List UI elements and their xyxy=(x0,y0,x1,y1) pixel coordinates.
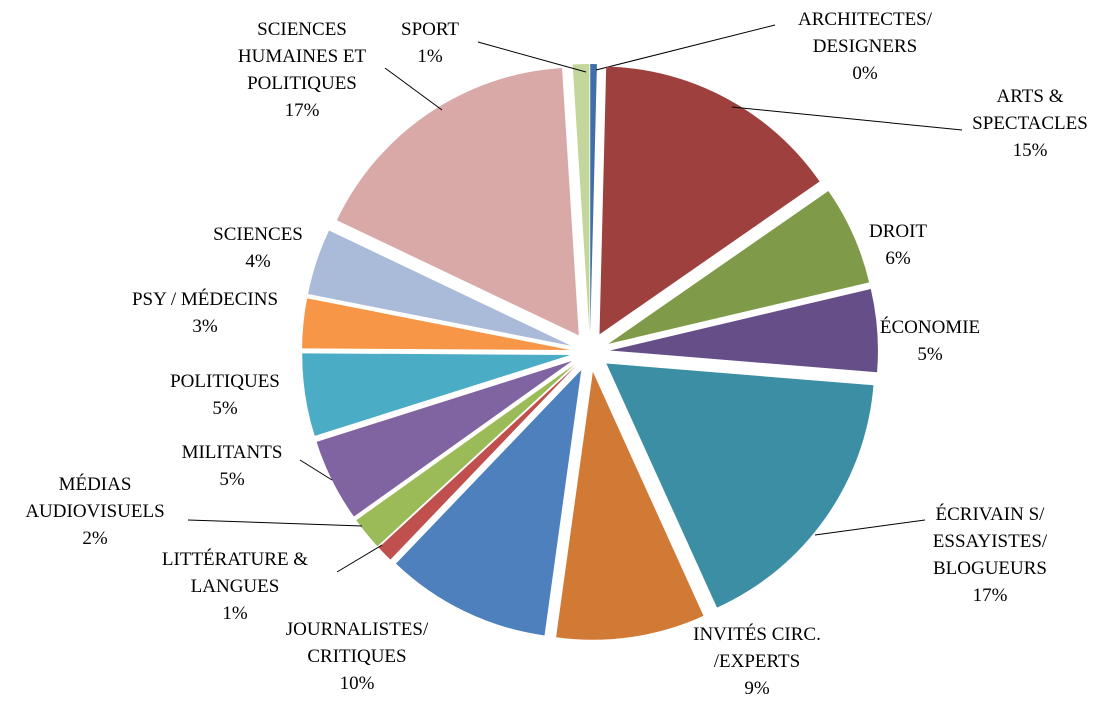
label-line: DROIT xyxy=(869,221,927,242)
label-line: ÉCONOMIE xyxy=(880,316,980,338)
slice-label: INVITÉS CIRC. /EXPERTS 9% xyxy=(693,623,821,699)
label-line: /EXPERTS xyxy=(714,651,800,672)
value-label: 5% xyxy=(212,398,238,419)
pie-slice xyxy=(606,363,874,608)
pie-slice xyxy=(302,353,571,436)
pie-slice xyxy=(590,64,597,333)
pie-slice xyxy=(395,370,582,636)
value-label: 6% xyxy=(885,248,911,269)
slice-label: SCIENCES 4% xyxy=(213,224,303,272)
value-label: 3% xyxy=(192,316,218,337)
leader-line xyxy=(187,519,363,527)
value-label: 9% xyxy=(744,678,770,699)
slice-label: DROIT 6% xyxy=(869,221,927,269)
label-line: ARTS & xyxy=(997,86,1064,107)
label-line: ÉCRIVAIN S/ xyxy=(936,503,1046,525)
label-line: POLITIQUES xyxy=(247,73,357,94)
pie-slice xyxy=(316,360,573,517)
pie-slice xyxy=(572,64,590,333)
leader-line xyxy=(299,459,333,481)
pie-slice xyxy=(609,288,878,373)
leader-line xyxy=(477,41,587,73)
slice-label: LITTÉRATURE & LANGUES 1% xyxy=(162,548,308,624)
label-line: SCIENCES xyxy=(257,19,347,40)
value-label: 17% xyxy=(973,585,1008,606)
label-line: ESSAYISTES/ xyxy=(933,531,1048,552)
label-line: BLOGUEURS xyxy=(933,558,1047,579)
slice-label: ARCHITECTES/DESIGNERS 0% xyxy=(798,9,933,84)
label-line: DESIGNERS xyxy=(813,36,918,57)
slice-label: ÉCRIVAIN S/ESSAYISTES/BLOGUEURS 17% xyxy=(933,503,1048,606)
slice-label: MILITANTS 5% xyxy=(182,442,283,490)
label-line: MÉDIAS xyxy=(59,473,132,495)
label-line: PSY / MÉDECINS xyxy=(132,288,278,310)
label-line: ARCHITECTES/ xyxy=(798,9,933,30)
slice-label: SPORT 1% xyxy=(401,19,459,67)
slice-label: POLITIQUES 5% xyxy=(170,371,280,419)
label-line: SCIENCES xyxy=(213,224,303,245)
slice-label: ARTS & SPECTACLES 15% xyxy=(972,86,1088,161)
leader-line xyxy=(595,24,776,71)
value-label: 5% xyxy=(917,344,943,365)
label-line: CRITIQUES xyxy=(307,646,406,667)
value-label: 0% xyxy=(852,63,878,84)
value-label: 17% xyxy=(285,100,320,121)
value-label: 10% xyxy=(340,673,375,694)
pie-slice xyxy=(308,230,572,346)
label-line: JOURNALISTES/ xyxy=(286,619,429,640)
slice-label: PSY / MÉDECINS 3% xyxy=(132,288,278,337)
value-label: 2% xyxy=(82,528,108,549)
label-line: MILITANTS xyxy=(182,442,283,463)
label-line: LANGUES xyxy=(191,576,280,597)
value-label: 1% xyxy=(222,603,248,624)
label-line: LITTÉRATURE & xyxy=(162,548,308,570)
label-line: POLITIQUES xyxy=(170,371,280,392)
leader-line xyxy=(731,106,963,131)
value-label: 1% xyxy=(417,46,443,67)
leader-line xyxy=(336,544,383,573)
pie-slice xyxy=(336,67,579,336)
label-line: SPORT xyxy=(401,19,459,40)
label-line: AUDIOVISUELS xyxy=(25,501,164,522)
value-label: 4% xyxy=(245,251,271,272)
value-label: 15% xyxy=(1013,140,1048,161)
slice-label: SCIENCES HUMAINES ET POLITIQUES 17% xyxy=(238,19,367,121)
slice-label: ÉCONOMIE 5% xyxy=(880,316,980,365)
label-line: SPECTACLES xyxy=(972,113,1088,134)
value-label: 5% xyxy=(219,469,245,490)
pie-slice xyxy=(599,66,820,335)
label-line: INVITÉS CIRC. xyxy=(693,623,821,645)
leader-line xyxy=(384,67,443,111)
pie-slice xyxy=(608,190,870,344)
slice-label: JOURNALISTES/CRITIQUES 10% xyxy=(286,619,429,694)
slice-label: MÉDIAS AUDIOVISUELS 2% xyxy=(25,473,164,549)
pie-slice xyxy=(302,298,571,351)
pie-slice xyxy=(378,366,576,560)
pie-slice xyxy=(356,364,575,547)
label-line: HUMAINES ET xyxy=(238,46,367,67)
pie-slice xyxy=(556,371,704,640)
leader-line xyxy=(814,519,926,536)
